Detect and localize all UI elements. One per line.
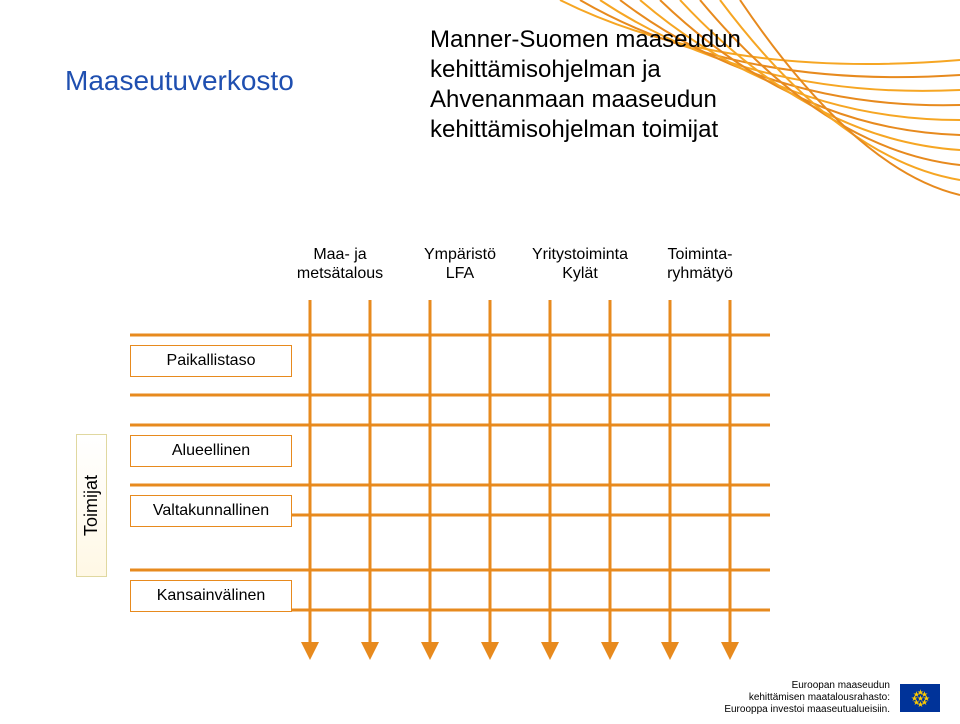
toimijat-label: Toimijat: [76, 434, 107, 577]
row-valtakunnallinen: Valtakunnallinen: [130, 495, 292, 527]
footer: Euroopan maaseudun kehittämisen maatalou…: [724, 680, 940, 716]
row-alueellinen: Alueellinen: [130, 435, 292, 467]
footer-line3: Eurooppa investoi maaseutualueisiin.: [724, 704, 890, 716]
row-paikallistaso: Paikallistaso: [130, 345, 292, 377]
footer-line2: kehittämisen maatalousrahasto:: [724, 692, 890, 704]
eu-flag-icon: [900, 684, 940, 712]
footer-line1: Euroopan maaseudun: [724, 680, 890, 692]
row-kansainvalinen: Kansainvälinen: [130, 580, 292, 612]
